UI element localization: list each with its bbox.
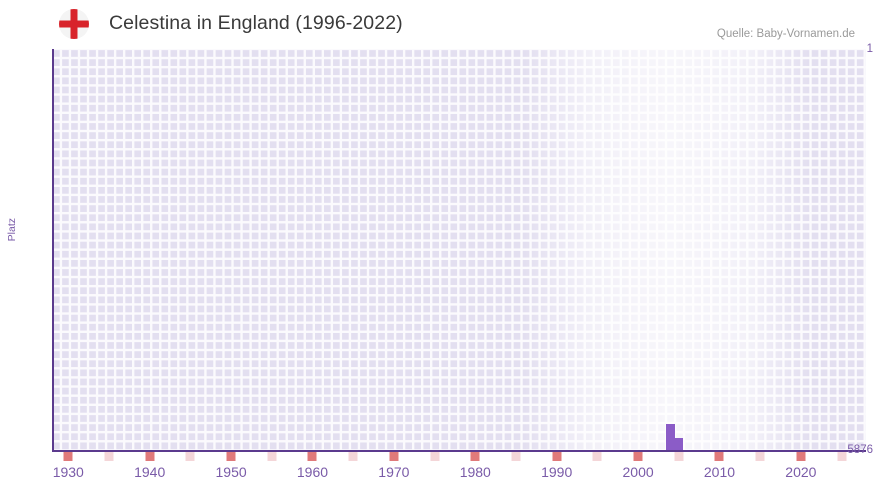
x-axis-tick-label: 1950	[215, 464, 247, 480]
x-tick-minor	[592, 452, 602, 461]
plot-area	[52, 49, 866, 451]
x-tick-minor	[837, 452, 847, 461]
x-tick-minor	[267, 452, 277, 461]
x-axis-tick-label: 1990	[541, 464, 573, 480]
x-axis-tick-label: 1930	[52, 464, 84, 480]
chart-header: Celestina in England (1996-2022) Quelle:…	[0, 0, 873, 48]
bar	[665, 424, 676, 451]
x-tick-major	[389, 452, 399, 461]
x-tick-major	[226, 452, 236, 461]
x-axis-line	[52, 450, 866, 452]
y-axis-tick-bottom: 5876	[847, 444, 873, 456]
y-axis-tick-top: 1	[866, 43, 873, 55]
x-tick-minor	[348, 452, 358, 461]
x-axis-tick-label: 1960	[296, 464, 329, 480]
source-attribution: Quelle: Baby-Vornamen.de	[716, 28, 855, 40]
x-axis-tick-label: 2000	[622, 464, 654, 480]
x-tick-major	[796, 452, 806, 461]
x-tick-minor	[185, 452, 195, 461]
x-tick-major	[63, 452, 73, 461]
x-tick-minor	[104, 452, 114, 461]
x-tick-minor	[511, 452, 521, 461]
x-axis-tick-label: 1940	[134, 464, 166, 480]
plot-gridlines	[52, 49, 866, 451]
y-axis-title: Platz	[6, 218, 18, 242]
x-axis-tick-label: 1970	[378, 464, 410, 480]
page-title: Celestina in England (1996-2022)	[109, 12, 403, 34]
x-tick-minor	[674, 452, 684, 461]
x-axis-tick-label: 1980	[459, 464, 491, 480]
y-axis-line	[52, 49, 54, 452]
x-tick-major	[714, 452, 724, 461]
x-tick-major	[307, 452, 317, 461]
bar	[674, 437, 684, 451]
x-tick-major	[145, 452, 155, 461]
x-tick-minor	[755, 452, 765, 461]
x-axis-tick-label: 2010	[703, 464, 736, 480]
x-tick-minor	[430, 452, 440, 461]
x-axis-tick-label: 2020	[785, 464, 817, 480]
x-tick-major	[470, 452, 480, 461]
x-tick-major	[633, 452, 643, 461]
england-flag-icon	[59, 9, 89, 39]
x-tick-major	[552, 452, 562, 461]
